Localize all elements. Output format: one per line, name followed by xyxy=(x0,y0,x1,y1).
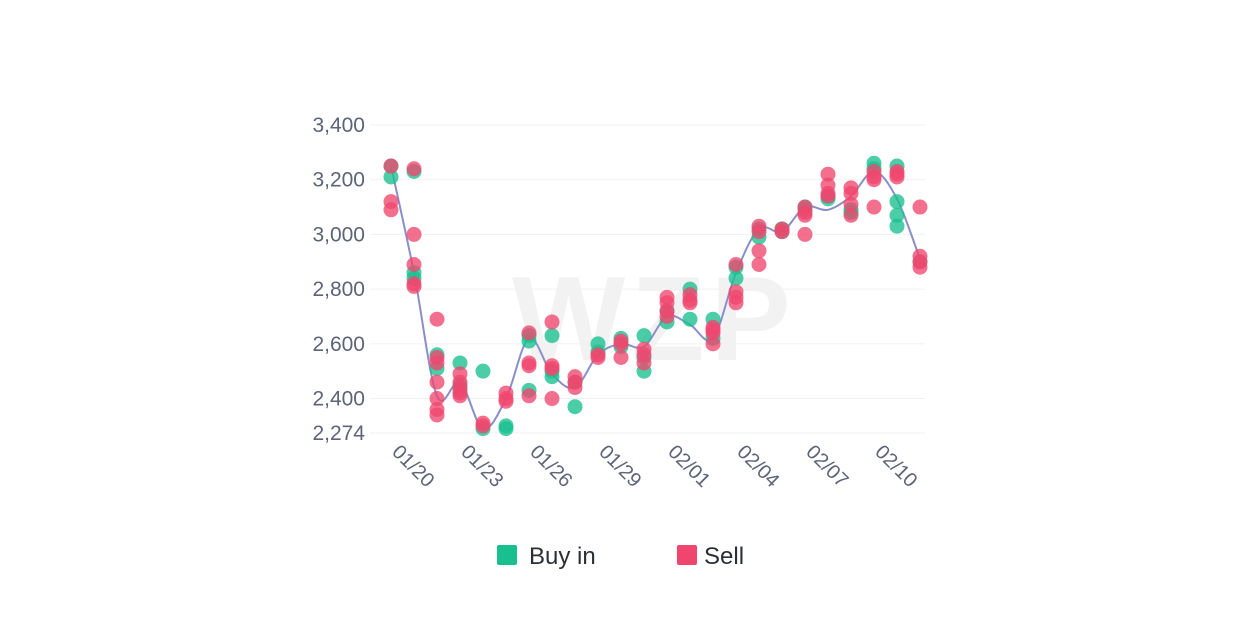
sell-point[interactable] xyxy=(429,407,445,423)
sell-point[interactable] xyxy=(383,202,399,218)
buy-in-point[interactable] xyxy=(475,363,491,379)
buy-in-point[interactable] xyxy=(889,194,905,210)
buy-in-point[interactable] xyxy=(567,399,583,415)
sell-point[interactable] xyxy=(521,388,537,404)
sell-point[interactable] xyxy=(544,314,560,330)
sell-point[interactable] xyxy=(429,374,445,390)
buy-in-point[interactable] xyxy=(889,218,905,234)
legend-label-buy-in: Buy in xyxy=(529,543,596,570)
legend-item-buy-in[interactable]: Buy in xyxy=(497,543,596,570)
sell-point[interactable] xyxy=(797,226,813,242)
y-tick-label: 2,600 xyxy=(312,333,365,356)
sell-point[interactable] xyxy=(751,224,767,240)
sell-point[interactable] xyxy=(751,257,767,273)
x-tick-label: 02/07 xyxy=(801,441,852,492)
sell-point[interactable] xyxy=(521,325,537,341)
x-tick-label: 02/01 xyxy=(663,441,714,492)
y-tick-label: 3,400 xyxy=(312,114,365,137)
sell-point[interactable] xyxy=(613,336,629,352)
sell-point[interactable] xyxy=(866,172,882,188)
x-axis: 01/20 01/23 01/26 01/29 02/01 02/04 02/07 02/10 xyxy=(387,441,921,492)
sell-point[interactable] xyxy=(705,325,721,341)
buy-in-point[interactable] xyxy=(728,270,744,286)
sell-point[interactable] xyxy=(843,185,859,201)
sell-point[interactable] xyxy=(544,360,560,376)
sell-point[interactable] xyxy=(820,166,836,182)
sell-point[interactable] xyxy=(429,391,445,407)
buy-in-point[interactable] xyxy=(544,328,560,344)
sell-point[interactable] xyxy=(406,161,422,177)
legend-swatch-sell xyxy=(677,545,697,565)
sell-point[interactable] xyxy=(636,355,652,371)
legend-item-sell[interactable]: Sell xyxy=(677,543,744,570)
sell-point[interactable] xyxy=(429,355,445,371)
x-tick-label: 01/20 xyxy=(387,441,438,492)
x-tick-label: 01/29 xyxy=(594,441,645,492)
sell-point[interactable] xyxy=(406,257,422,273)
legend: Buy in Sell xyxy=(497,543,744,570)
sell-point[interactable] xyxy=(728,295,744,311)
sell-point[interactable] xyxy=(406,226,422,242)
legend-swatch-buy-in xyxy=(497,545,517,565)
y-tick-label: 2,800 xyxy=(312,278,365,301)
x-tick-label: 01/23 xyxy=(456,441,507,492)
y-axis: 3,400 3,200 3,000 2,800 2,600 2,400 2,274 xyxy=(312,114,365,445)
x-tick-label: 01/26 xyxy=(525,441,576,492)
sell-point[interactable] xyxy=(820,188,836,204)
buy-in-point[interactable] xyxy=(682,311,698,327)
sell-point[interactable] xyxy=(498,393,514,409)
sell-point[interactable] xyxy=(406,278,422,294)
grid-lines xyxy=(370,124,925,434)
sell-point[interactable] xyxy=(429,311,445,327)
buy-in-point[interactable] xyxy=(498,421,514,437)
buy-in-point[interactable] xyxy=(452,355,468,371)
buy-in-point[interactable] xyxy=(889,207,905,223)
sell-point[interactable] xyxy=(659,308,675,324)
sell-point[interactable] xyxy=(613,350,629,366)
sell-point[interactable] xyxy=(912,259,928,275)
sell-point[interactable] xyxy=(797,207,813,223)
sell-point[interactable] xyxy=(567,380,583,396)
buy-in-point[interactable] xyxy=(383,169,399,185)
y-tick-label: 3,200 xyxy=(312,169,365,192)
sell-point[interactable] xyxy=(521,358,537,374)
sell-point[interactable] xyxy=(475,418,491,434)
x-tick-label: 02/04 xyxy=(732,441,783,492)
sell-points xyxy=(383,158,928,434)
sell-point[interactable] xyxy=(682,295,698,311)
y-tick-label: 2,400 xyxy=(312,388,365,411)
y-tick-label: 2,274 xyxy=(312,422,365,445)
sell-point[interactable] xyxy=(751,243,767,259)
sell-point[interactable] xyxy=(866,199,882,215)
sell-point[interactable] xyxy=(728,257,744,273)
sell-point[interactable] xyxy=(383,158,399,174)
sell-point[interactable] xyxy=(843,196,859,212)
sell-point[interactable] xyxy=(452,388,468,404)
buy-in-point[interactable] xyxy=(636,328,652,344)
legend-label-sell: Sell xyxy=(704,543,744,570)
sell-point[interactable] xyxy=(843,207,859,223)
sell-point[interactable] xyxy=(912,199,928,215)
sell-point[interactable] xyxy=(544,391,560,407)
y-tick-label: 3,000 xyxy=(312,223,365,246)
sell-point[interactable] xyxy=(889,169,905,185)
sell-point[interactable] xyxy=(705,336,721,352)
sell-point[interactable] xyxy=(774,224,790,240)
x-tick-label: 02/10 xyxy=(870,441,921,492)
sell-point[interactable] xyxy=(590,350,606,366)
